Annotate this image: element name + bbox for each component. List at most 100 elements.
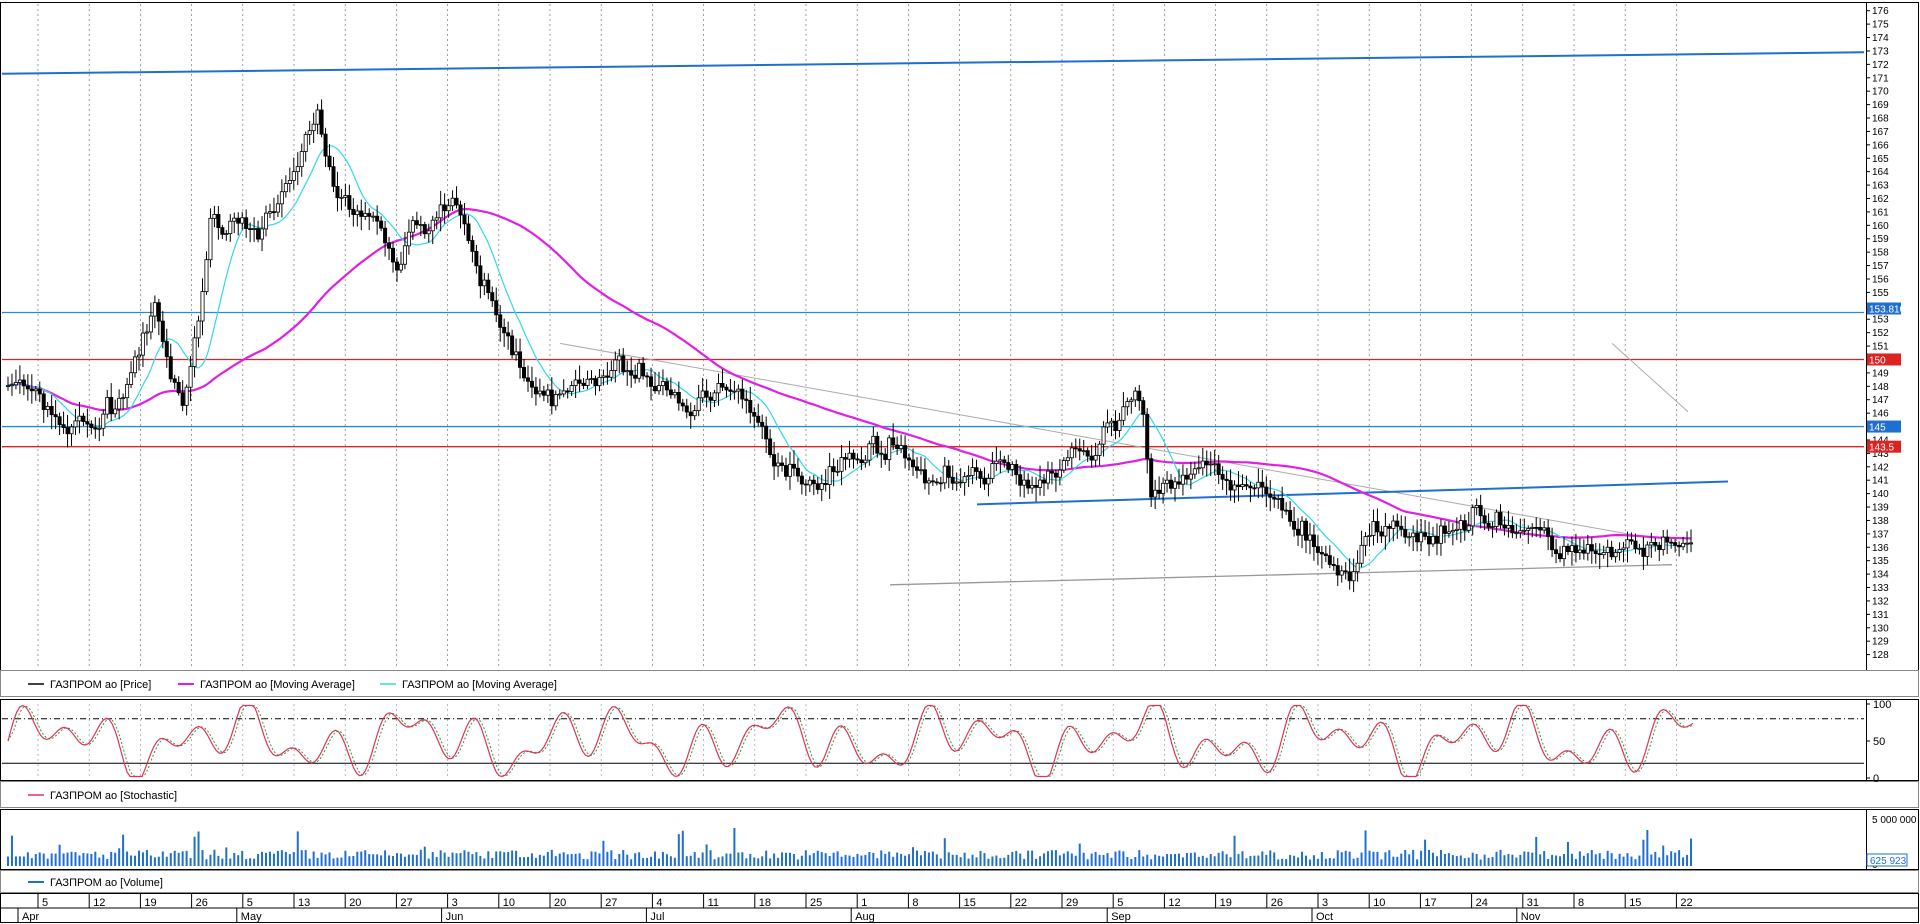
candle-body[interactable]	[1149, 458, 1154, 498]
candle-body[interactable]	[1200, 460, 1205, 469]
candle-body[interactable]	[1125, 401, 1130, 408]
candle-body[interactable]	[716, 383, 721, 394]
candle-body[interactable]	[264, 212, 269, 230]
candle-body[interactable]	[196, 320, 201, 339]
candle-body[interactable]	[1256, 481, 1261, 489]
candle-body[interactable]	[1601, 552, 1606, 556]
candle-body[interactable]	[418, 224, 423, 226]
candle-body[interactable]	[1049, 470, 1054, 474]
candle-body[interactable]	[85, 421, 90, 425]
candle-body[interactable]	[1605, 546, 1610, 553]
candle-body[interactable]	[117, 397, 122, 410]
candle-body[interactable]	[700, 390, 705, 399]
candle-body[interactable]	[1232, 484, 1237, 491]
candle-body[interactable]	[406, 231, 411, 247]
candle-body[interactable]	[668, 389, 673, 396]
candle-body[interactable]	[1077, 448, 1082, 452]
candle-body[interactable]	[1161, 482, 1166, 494]
candle-body[interactable]	[474, 250, 479, 267]
candle-body[interactable]	[260, 228, 265, 240]
candle-body[interactable]	[589, 378, 594, 380]
candle-body[interactable]	[1589, 544, 1594, 552]
candle-body[interactable]	[339, 196, 344, 199]
candle-body[interactable]	[315, 109, 320, 125]
candle-body[interactable]	[1454, 528, 1459, 531]
candle-body[interactable]	[1343, 570, 1348, 573]
candle-body[interactable]	[799, 475, 804, 485]
candle-body[interactable]	[25, 385, 30, 390]
candle-body[interactable]	[1669, 541, 1674, 544]
candle-body[interactable]	[335, 186, 340, 199]
candle-body[interactable]	[307, 130, 312, 135]
candle-body[interactable]	[29, 388, 34, 392]
candle-body[interactable]	[232, 217, 237, 222]
candle-body[interactable]	[581, 382, 586, 386]
stochastic-panel[interactable]	[0, 699, 1867, 781]
candle-body[interactable]	[907, 457, 912, 461]
candle-body[interactable]	[216, 213, 221, 229]
candle-body[interactable]	[1030, 484, 1035, 489]
candle-body[interactable]	[6, 385, 11, 388]
candle-body[interactable]	[728, 389, 733, 392]
candle-body[interactable]	[160, 320, 165, 342]
candle-body[interactable]	[525, 377, 530, 382]
candle-body[interactable]	[1276, 498, 1281, 500]
candle-body[interactable]	[1347, 571, 1352, 582]
candle-body[interactable]	[101, 413, 106, 429]
candle-body[interactable]	[549, 389, 554, 407]
candle-body[interactable]	[760, 421, 765, 427]
candle-body[interactable]	[1113, 420, 1118, 431]
candle-body[interactable]	[351, 208, 356, 215]
candle-body[interactable]	[1176, 481, 1181, 485]
candle-body[interactable]	[827, 466, 832, 485]
trendline-short[interactable]	[1611, 343, 1689, 413]
candle-body[interactable]	[1434, 536, 1439, 544]
candle-body[interactable]	[891, 437, 896, 446]
candle-body[interactable]	[1081, 450, 1086, 453]
moving-average-long-line[interactable]	[7, 207, 1692, 540]
candle-body[interactable]	[676, 392, 681, 404]
candle-body[interactable]	[256, 228, 261, 240]
candle-body[interactable]	[918, 469, 923, 472]
candle-body[interactable]	[1303, 520, 1308, 541]
candle-body[interactable]	[887, 437, 892, 460]
candle-body[interactable]	[613, 359, 618, 371]
candle-body[interactable]	[1212, 463, 1217, 466]
candle-body[interactable]	[1057, 469, 1062, 478]
candle-body[interactable]	[1613, 552, 1618, 558]
candle-body[interactable]	[93, 427, 98, 430]
candle-body[interactable]	[224, 233, 229, 235]
candle-body[interactable]	[1073, 447, 1078, 450]
candle-body[interactable]	[914, 466, 919, 471]
candle-body[interactable]	[645, 375, 650, 378]
candle-body[interactable]	[982, 478, 987, 485]
candle-body[interactable]	[248, 228, 253, 230]
candle-body[interactable]	[1681, 542, 1686, 548]
candle-body[interactable]	[17, 379, 22, 383]
stochastic-d-line[interactable]	[7, 704, 1694, 777]
candle-body[interactable]	[498, 314, 503, 328]
candle-body[interactable]	[152, 302, 157, 317]
candle-body[interactable]	[851, 452, 856, 460]
candle-body[interactable]	[1006, 462, 1011, 470]
candle-body[interactable]	[355, 210, 360, 215]
candle-body[interactable]	[1224, 478, 1229, 481]
candle-body[interactable]	[1137, 390, 1142, 402]
candle-body[interactable]	[672, 392, 677, 396]
candle-body[interactable]	[136, 354, 141, 358]
candle-body[interactable]	[220, 227, 225, 235]
candle-body[interactable]	[1359, 544, 1364, 564]
candle-body[interactable]	[192, 337, 197, 367]
candle-body[interactable]	[807, 479, 812, 486]
candle-body[interactable]	[121, 397, 126, 400]
stochastic-k-line[interactable]	[7, 704, 1694, 778]
candle-body[interactable]	[1375, 521, 1380, 533]
candle-body[interactable]	[97, 427, 102, 430]
candle-body[interactable]	[1593, 550, 1598, 555]
candle-body[interactable]	[1288, 509, 1293, 522]
candle-body[interactable]	[303, 133, 308, 152]
candle-body[interactable]	[1466, 525, 1471, 531]
price-panel[interactable]	[0, 2, 1867, 671]
candle-body[interactable]	[1085, 450, 1090, 457]
candle-body[interactable]	[430, 219, 435, 232]
